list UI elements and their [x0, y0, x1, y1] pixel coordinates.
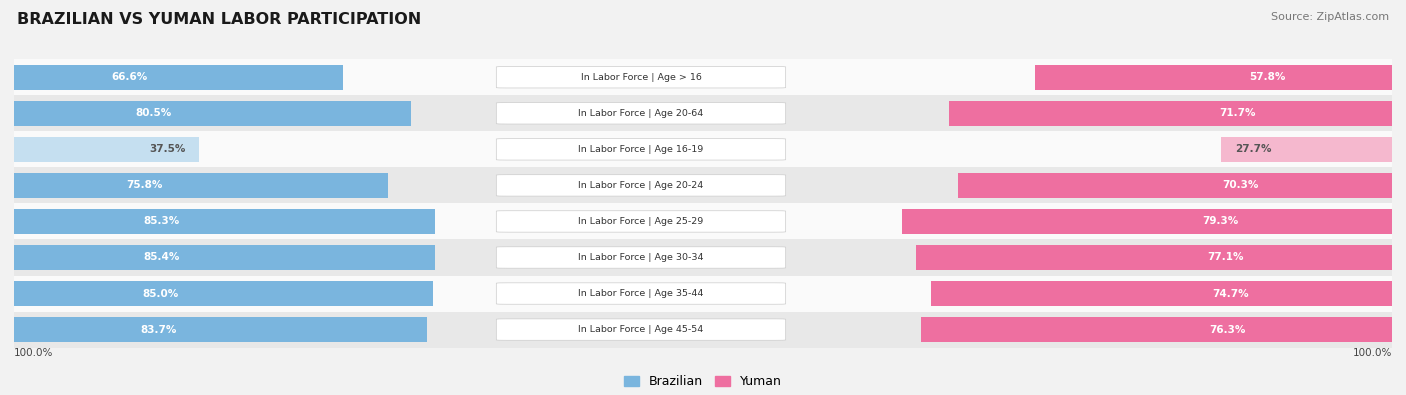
- Bar: [14, 137, 200, 162]
- Text: 85.3%: 85.3%: [143, 216, 180, 226]
- Text: 66.6%: 66.6%: [111, 72, 148, 82]
- Text: 57.8%: 57.8%: [1249, 72, 1285, 82]
- Text: 76.3%: 76.3%: [1209, 325, 1246, 335]
- Text: 75.8%: 75.8%: [127, 181, 163, 190]
- FancyBboxPatch shape: [496, 247, 786, 268]
- FancyBboxPatch shape: [496, 175, 786, 196]
- Bar: [14, 317, 427, 342]
- Text: 100.0%: 100.0%: [1353, 348, 1392, 357]
- Text: 77.1%: 77.1%: [1208, 252, 1244, 263]
- Bar: [1035, 65, 1392, 90]
- Text: 37.5%: 37.5%: [149, 144, 186, 154]
- Text: In Labor Force | Age 35-44: In Labor Force | Age 35-44: [578, 289, 703, 298]
- Bar: [14, 173, 388, 198]
- Bar: [14, 245, 436, 270]
- Bar: [949, 101, 1392, 126]
- Bar: [14, 276, 1392, 312]
- FancyBboxPatch shape: [496, 139, 786, 160]
- Text: In Labor Force | Age 25-29: In Labor Force | Age 25-29: [578, 217, 703, 226]
- Bar: [14, 131, 1392, 167]
- Bar: [921, 317, 1392, 342]
- Bar: [14, 203, 1392, 239]
- Text: In Labor Force | Age 45-54: In Labor Force | Age 45-54: [578, 325, 703, 334]
- Bar: [14, 281, 433, 306]
- Bar: [14, 95, 1392, 131]
- FancyBboxPatch shape: [496, 283, 786, 304]
- Text: 83.7%: 83.7%: [141, 325, 177, 335]
- Bar: [931, 281, 1392, 306]
- Text: 85.4%: 85.4%: [143, 252, 180, 263]
- Text: 71.7%: 71.7%: [1219, 108, 1256, 118]
- Bar: [14, 239, 1392, 276]
- Text: 79.3%: 79.3%: [1202, 216, 1239, 226]
- Text: In Labor Force | Age > 16: In Labor Force | Age > 16: [581, 73, 702, 82]
- Text: In Labor Force | Age 30-34: In Labor Force | Age 30-34: [578, 253, 704, 262]
- Text: 70.3%: 70.3%: [1222, 181, 1258, 190]
- Text: 100.0%: 100.0%: [14, 348, 53, 357]
- FancyBboxPatch shape: [496, 67, 786, 88]
- Text: BRAZILIAN VS YUMAN LABOR PARTICIPATION: BRAZILIAN VS YUMAN LABOR PARTICIPATION: [17, 12, 422, 27]
- Bar: [957, 173, 1392, 198]
- Bar: [14, 312, 1392, 348]
- Bar: [1220, 137, 1392, 162]
- Text: In Labor Force | Age 20-24: In Labor Force | Age 20-24: [578, 181, 703, 190]
- FancyBboxPatch shape: [496, 319, 786, 340]
- Text: 80.5%: 80.5%: [135, 108, 172, 118]
- Bar: [14, 65, 343, 90]
- Text: Source: ZipAtlas.com: Source: ZipAtlas.com: [1271, 12, 1389, 22]
- Bar: [14, 167, 1392, 203]
- Text: 85.0%: 85.0%: [142, 288, 179, 299]
- Bar: [14, 101, 411, 126]
- Bar: [903, 209, 1392, 234]
- FancyBboxPatch shape: [496, 103, 786, 124]
- FancyBboxPatch shape: [496, 211, 786, 232]
- Text: 74.7%: 74.7%: [1212, 288, 1249, 299]
- Text: In Labor Force | Age 16-19: In Labor Force | Age 16-19: [578, 145, 703, 154]
- Text: In Labor Force | Age 20-64: In Labor Force | Age 20-64: [578, 109, 703, 118]
- Bar: [917, 245, 1392, 270]
- Bar: [14, 209, 434, 234]
- Text: 27.7%: 27.7%: [1234, 144, 1271, 154]
- Bar: [14, 59, 1392, 95]
- Legend: Brazilian, Yuman: Brazilian, Yuman: [619, 370, 787, 393]
